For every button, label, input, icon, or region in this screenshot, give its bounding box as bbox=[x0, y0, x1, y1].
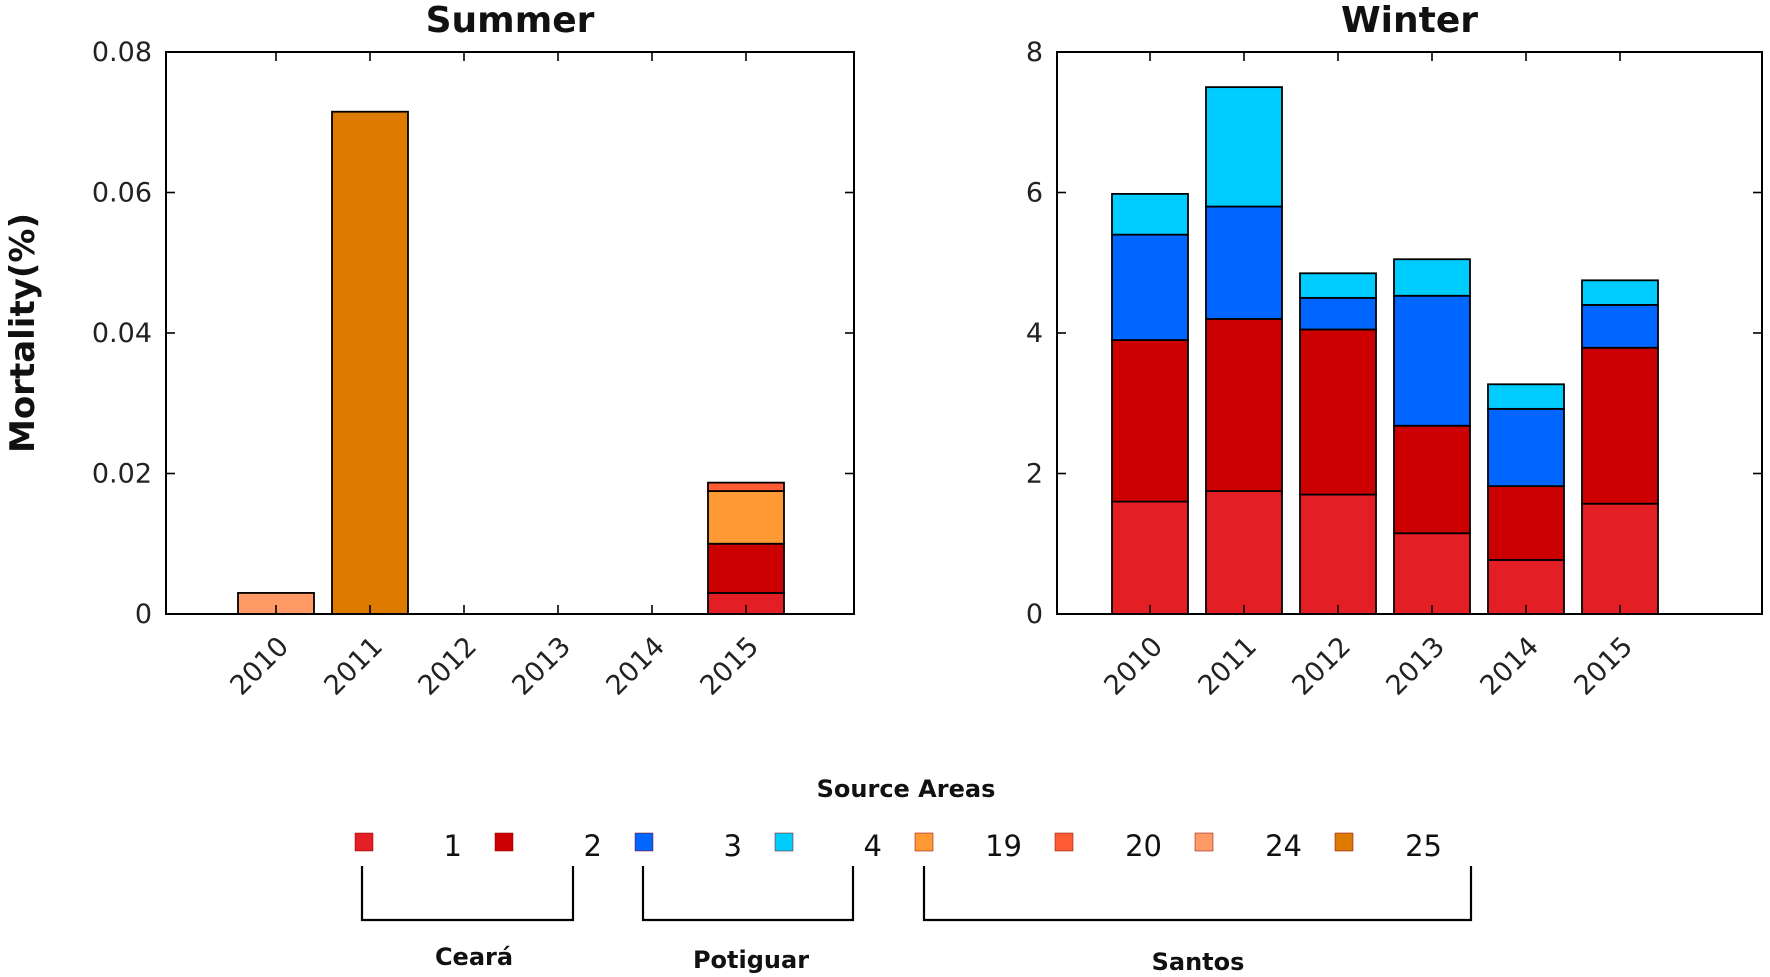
bar-segment-2012-area-4 bbox=[1299, 272, 1377, 299]
legend-label: 3 bbox=[724, 829, 742, 863]
bar-segment-2014-area-4 bbox=[1487, 383, 1565, 410]
legend-item: 25 bbox=[1334, 829, 1442, 863]
legend-item: 24 bbox=[1194, 829, 1302, 863]
bar-segment-2010-area-4 bbox=[1111, 193, 1189, 236]
legend-label: 25 bbox=[1405, 829, 1442, 863]
bar-segment-2012-area-2 bbox=[1299, 328, 1377, 496]
y-tick-label: 6 bbox=[1026, 178, 1043, 209]
plot-area-frame bbox=[1056, 51, 1763, 615]
x-tick-label: 2015 bbox=[1568, 631, 1639, 702]
legend-group-label: Potiguar bbox=[693, 946, 809, 974]
bar-segment-2013-area-1 bbox=[1393, 532, 1471, 615]
legend-label: 19 bbox=[985, 829, 1022, 863]
x-tick-label: 2010 bbox=[224, 631, 295, 702]
y-tick-label: 2 bbox=[1026, 459, 1043, 490]
legend-item: 2 bbox=[494, 829, 602, 863]
legend-label: 20 bbox=[1125, 829, 1162, 863]
bar-segment-2011-area-2 bbox=[1205, 318, 1283, 492]
x-tick-label: 2013 bbox=[506, 631, 577, 702]
legend-group-ceara: Ceará bbox=[360, 866, 575, 971]
y-tick-label: 0.02 bbox=[92, 459, 152, 490]
chart-panels: Summer Mortality(%) 0 0.02 0.04 0.06 0.08 2010 2… bbox=[3, 0, 1763, 702]
x-tick-label: 2015 bbox=[694, 631, 765, 702]
legend-group-bracket bbox=[922, 866, 1473, 922]
legend-label: 2 bbox=[584, 829, 602, 863]
legend-title: Source Areas bbox=[817, 775, 996, 803]
x-tick-label: 2011 bbox=[318, 631, 389, 702]
chart-title: Winter bbox=[1341, 0, 1478, 41]
bar-segment-2015-area-3 bbox=[1581, 303, 1659, 349]
bar-segment-2011-area-1 bbox=[1205, 490, 1283, 615]
legend-item: 1 bbox=[354, 829, 462, 863]
legend-group-potiguar: Potiguar bbox=[641, 866, 855, 974]
bar-segment-2015-area-4 bbox=[1581, 279, 1659, 306]
bar-segment-2014-area-3 bbox=[1487, 407, 1565, 488]
bar-segment-2015-area-2 bbox=[1581, 346, 1659, 505]
x-tick-label: 2011 bbox=[1192, 631, 1263, 702]
bar-segment-2011-area-3 bbox=[1205, 205, 1283, 320]
y-tick-label: 0.06 bbox=[92, 178, 152, 209]
bar-segment-2015-area-1 bbox=[1581, 502, 1659, 615]
bar-segment-2014-area-1 bbox=[1487, 559, 1565, 615]
legend-swatch bbox=[1054, 832, 1074, 852]
bar-segment-2011-area-25 bbox=[331, 110, 409, 615]
y-tick-label: 0 bbox=[1026, 599, 1043, 630]
legend-group-label: Santos bbox=[1152, 948, 1245, 976]
bar-segment-2012-area-3 bbox=[1299, 296, 1377, 331]
legend-label: 1 bbox=[444, 829, 462, 863]
bar-segment-2010-area-3 bbox=[1111, 233, 1189, 341]
bar-segment-2015-area-2 bbox=[707, 542, 785, 594]
bar-segment-2012-area-1 bbox=[1299, 493, 1377, 615]
y-tick-label: 4 bbox=[1026, 318, 1043, 349]
chart-panel-winter: Winter 0 2 4 6 8 2010 2011 2012 2013 2014 2015 bbox=[1026, 0, 1763, 702]
legend: Source Areas 1 2 3 4 19 20 24 25 Ceará Potiguar… bbox=[354, 775, 1473, 976]
legend-items: 1 2 3 4 19 20 24 25 bbox=[354, 829, 1442, 863]
bar-segment-2010-area-1 bbox=[1111, 500, 1189, 615]
legend-group-santos: Santos bbox=[922, 866, 1473, 976]
legend-item: 20 bbox=[1054, 829, 1162, 863]
y-axis-label: Mortality(%) bbox=[3, 213, 43, 453]
bar-segment-2013-area-3 bbox=[1393, 294, 1471, 427]
plot-area-frame bbox=[165, 51, 855, 615]
legend-item: 19 bbox=[914, 829, 1022, 863]
x-tick-label: 2013 bbox=[1380, 631, 1451, 702]
legend-swatch bbox=[494, 832, 514, 852]
legend-swatch bbox=[634, 832, 654, 852]
y-tick-label: 0.04 bbox=[92, 318, 152, 349]
bar-segment-2010-area-2 bbox=[1111, 339, 1189, 503]
legend-swatch bbox=[354, 832, 374, 852]
x-tick-label: 2014 bbox=[600, 631, 671, 702]
bar-segment-2015-area-19 bbox=[707, 490, 785, 545]
legend-group-bracket bbox=[360, 866, 575, 922]
legend-label: 4 bbox=[864, 829, 882, 863]
y-tick-label: 0.08 bbox=[92, 37, 152, 68]
chart-panel-summer: Summer Mortality(%) 0 0.02 0.04 0.06 0.08 2010 2… bbox=[3, 0, 855, 702]
legend-swatch bbox=[1194, 832, 1214, 852]
bar-segment-2011-area-4 bbox=[1205, 86, 1283, 208]
bar-segment-2013-area-2 bbox=[1393, 424, 1471, 535]
x-tick-label: 2012 bbox=[412, 631, 483, 702]
legend-group-bracket bbox=[641, 866, 855, 922]
legend-item: 4 bbox=[774, 829, 882, 863]
bar-segment-2015-area-20 bbox=[707, 481, 785, 492]
legend-item: 3 bbox=[634, 829, 742, 863]
y-tick-label: 0 bbox=[135, 599, 152, 630]
legend-swatch bbox=[914, 832, 934, 852]
legend-swatch bbox=[774, 832, 794, 852]
x-tick-label: 2012 bbox=[1286, 631, 1357, 702]
chart-title: Summer bbox=[426, 0, 595, 41]
legend-label: 24 bbox=[1265, 829, 1302, 863]
x-tick-label: 2010 bbox=[1098, 631, 1169, 702]
bar-segment-2013-area-4 bbox=[1393, 258, 1471, 297]
bar-segment-2014-area-2 bbox=[1487, 485, 1565, 561]
legend-group-label: Ceará bbox=[435, 943, 513, 971]
legend-swatch bbox=[1334, 832, 1354, 852]
x-tick-label: 2014 bbox=[1474, 631, 1545, 702]
y-tick-label: 8 bbox=[1026, 37, 1043, 68]
